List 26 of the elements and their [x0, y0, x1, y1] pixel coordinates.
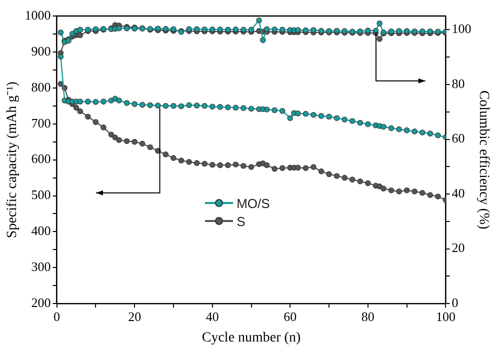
x-axis-title: Cycle number (n) — [202, 330, 301, 346]
y2-tick-label: 20 — [452, 240, 465, 256]
y-tick-label: 500 — [31, 187, 51, 202]
y2-tick-label: 80 — [452, 76, 465, 91]
y-tick-label: 700 — [31, 115, 51, 130]
y-tick-label: 300 — [31, 259, 51, 274]
y-tick-label: 900 — [31, 43, 51, 58]
y2-tick-label: 100 — [452, 21, 472, 36]
y-tick-label: 200 — [31, 295, 51, 310]
y-tick-label: 600 — [31, 151, 51, 166]
legend-label: MO/S — [236, 196, 270, 211]
y2-tick-label: 60 — [452, 130, 465, 146]
y-axis-title: Specific capacity (mAh g⁻¹) — [5, 81, 20, 238]
y2-axis-title: Columbic efficiency (%) — [476, 90, 491, 230]
x-tick-label: 0 — [54, 308, 60, 324]
x-tick-label: 40 — [206, 308, 219, 324]
y-tick-label: 400 — [31, 223, 51, 238]
y-tick-label: 1000 — [24, 7, 51, 22]
x-tick-label: 20 — [128, 308, 142, 324]
x-tick-label: 80 — [361, 308, 374, 324]
y-tick-label: 800 — [31, 79, 51, 94]
x-tick-label: 100 — [436, 308, 456, 324]
x-tick-label: 60 — [284, 308, 297, 324]
legend-label: S — [236, 214, 246, 229]
y2-tick-label: 40 — [452, 185, 465, 200]
y2-tick-label: 0 — [452, 295, 458, 310]
